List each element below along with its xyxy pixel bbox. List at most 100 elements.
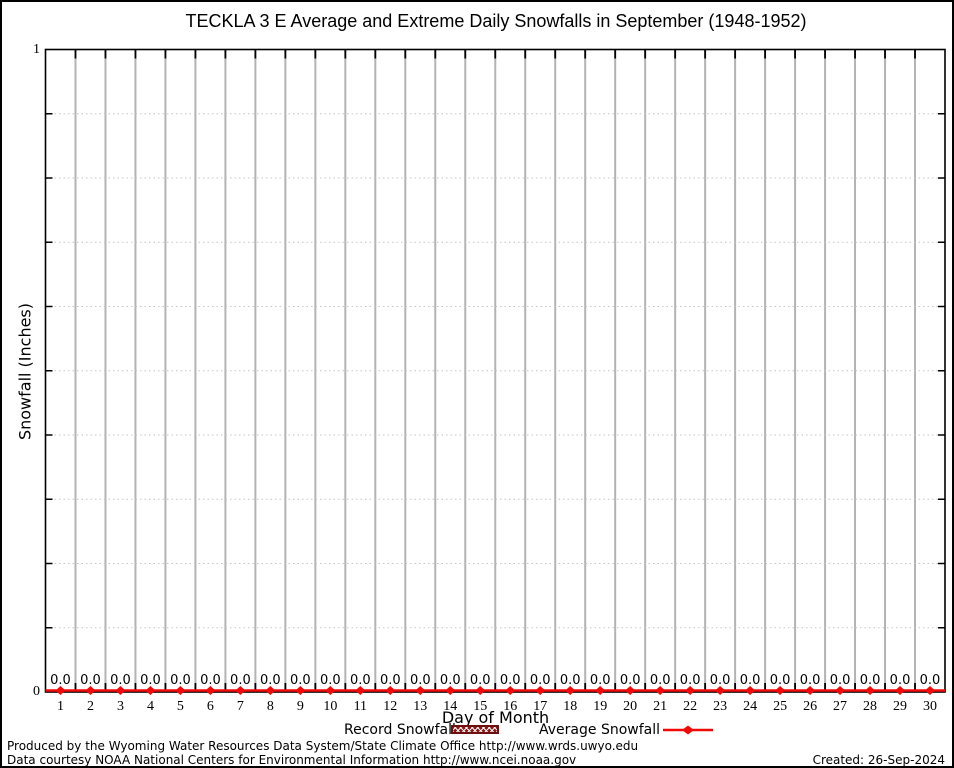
x-tick-label: 24: [743, 699, 757, 714]
average-marker: [535, 686, 546, 695]
x-tick-label: 17: [533, 699, 547, 714]
data-label: 0.0: [290, 673, 311, 688]
average-marker: [175, 686, 186, 695]
average-marker: [355, 686, 366, 695]
y-axis-label: Snowfall (Inches): [15, 302, 35, 441]
x-tick-label: 12: [383, 699, 397, 714]
x-tick-label: 25: [773, 699, 787, 714]
x-tick-label: 11: [354, 699, 367, 714]
data-label: 0.0: [140, 673, 161, 688]
average-marker: [325, 686, 336, 695]
legend-record-label: Record Snowfall: [344, 722, 456, 738]
data-label: 0.0: [230, 673, 251, 688]
average-marker: [715, 686, 726, 695]
average-marker: [385, 686, 396, 695]
data-label: 0.0: [260, 673, 281, 688]
x-tick-label: 5: [177, 699, 184, 714]
x-tick-label: 16: [503, 699, 517, 714]
average-marker: [265, 686, 276, 695]
data-label: 0.0: [440, 673, 461, 688]
average-marker: [205, 686, 216, 695]
x-tick-label: 1: [57, 699, 64, 714]
data-label: 0.0: [710, 673, 731, 688]
y-tick-label-min: 0: [33, 684, 40, 699]
average-marker: [115, 686, 126, 695]
data-label: 0.0: [470, 673, 491, 688]
x-tick-label: 21: [653, 699, 667, 714]
x-tick-label: 4: [147, 699, 154, 714]
average-marker: [745, 686, 756, 695]
y-tick-label-max: 1: [33, 42, 40, 57]
data-label: 0.0: [110, 673, 131, 688]
x-tick-label: 18: [563, 699, 577, 714]
legend-average-label: Average Snowfall: [539, 722, 661, 738]
data-label: 0.0: [920, 673, 941, 688]
average-marker-sample: [682, 725, 694, 735]
average-marker: [625, 686, 636, 695]
footer-producer: Produced by the Wyoming Water Resources …: [7, 739, 639, 753]
data-label: 0.0: [50, 673, 71, 688]
x-axis-label: Day of Month: [441, 708, 550, 727]
data-label: 0.0: [860, 673, 881, 688]
average-marker: [685, 686, 696, 695]
x-tick-label: 28: [863, 699, 877, 714]
x-tick-label: 27: [833, 699, 847, 714]
data-label: 0.0: [770, 673, 791, 688]
average-marker: [925, 686, 936, 695]
data-label: 0.0: [560, 673, 581, 688]
data-label: 0.0: [890, 673, 911, 688]
average-marker: [775, 686, 786, 695]
x-tick-label: 29: [893, 699, 907, 714]
x-tick-label: 8: [267, 699, 274, 714]
data-label: 0.0: [410, 673, 431, 688]
data-label: 0.0: [170, 673, 191, 688]
average-marker: [835, 686, 846, 695]
x-tick-label: 23: [713, 699, 727, 714]
x-tick-label: 15: [473, 699, 487, 714]
chart-title: TECKLA 3 E Average and Extreme Daily Sno…: [185, 11, 807, 31]
data-label: 0.0: [320, 673, 341, 688]
x-tick-label: 30: [923, 699, 937, 714]
legend: Record Snowfall Average Snowfall: [2, 722, 952, 740]
average-marker: [445, 686, 456, 695]
data-label: 0.0: [530, 673, 551, 688]
data-label: 0.0: [800, 673, 821, 688]
x-tick-label: 13: [413, 699, 427, 714]
data-label: 0.0: [650, 673, 671, 688]
footer-courtesy: Data courtesy NOAA National Centers for …: [7, 753, 577, 767]
data-label: 0.0: [590, 673, 611, 688]
x-tick-label: 10: [323, 699, 337, 714]
average-marker: [655, 686, 666, 695]
average-marker: [415, 686, 426, 695]
x-tick-label: 22: [683, 699, 697, 714]
x-tick-label: 7: [237, 699, 244, 714]
x-tick-label: 3: [117, 699, 124, 714]
average-marker: [145, 686, 156, 695]
average-marker: [505, 686, 516, 695]
x-tick-label: 14: [443, 699, 457, 714]
data-label: 0.0: [350, 673, 371, 688]
data-label: 0.0: [200, 673, 221, 688]
data-label: 0.0: [380, 673, 401, 688]
average-marker: [295, 686, 306, 695]
created-date: Created: 26-Sep-2024: [812, 753, 945, 767]
average-marker: [55, 686, 66, 695]
x-tick-label: 19: [593, 699, 607, 714]
average-marker: [85, 686, 96, 695]
average-marker: [895, 686, 906, 695]
x-tick-label: 20: [623, 699, 637, 714]
data-label: 0.0: [680, 673, 701, 688]
x-tick-label: 26: [803, 699, 817, 714]
data-label: 0.0: [500, 673, 521, 688]
average-marker: [565, 686, 576, 695]
x-tick-label: 9: [297, 699, 304, 714]
average-marker: [865, 686, 876, 695]
average-marker: [235, 686, 246, 695]
average-marker: [475, 686, 486, 695]
average-marker: [805, 686, 816, 695]
data-label: 0.0: [830, 673, 851, 688]
data-label: 0.0: [80, 673, 101, 688]
average-snowfall-line-sample: [663, 725, 713, 735]
x-tick-label: 2: [87, 699, 94, 714]
